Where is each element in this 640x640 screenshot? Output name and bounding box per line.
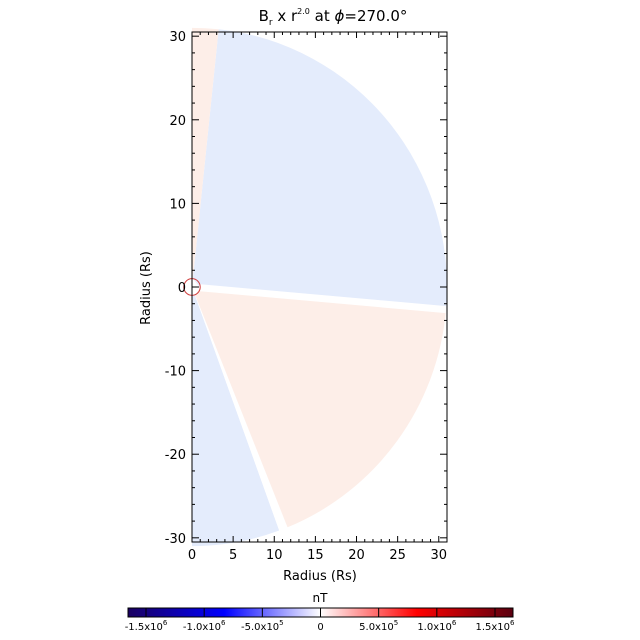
chart-title: Br x r2.0 at ϕ=270.0° <box>259 7 408 28</box>
colorbar-tick-label: -1.5x106 <box>125 619 168 633</box>
plot-area <box>183 27 448 547</box>
y-tick-label: 10 <box>169 197 186 212</box>
colorbar-tick-label: 5.0x105 <box>359 619 398 633</box>
x-tick-label: 15 <box>307 548 324 563</box>
current-sheet <box>199 284 447 314</box>
y-axis-label: Radius (Rs) <box>139 251 154 325</box>
region-polar-positive <box>192 27 219 279</box>
y-axis: 30 20 10 0 -10 -20 -30 <box>165 30 447 547</box>
x-tick-label: 20 <box>348 548 365 563</box>
y-tick-label: -20 <box>165 448 186 463</box>
region-south-negative <box>192 294 280 547</box>
y-tick-label: 0 <box>178 281 186 296</box>
colorbar-tick-label: -5.0x105 <box>241 619 284 633</box>
colorbar-tick-label: 1.0x106 <box>417 619 457 633</box>
y-tick-label: 30 <box>169 30 186 45</box>
region-south-gap <box>194 294 288 531</box>
y-tick-label: -10 <box>165 365 186 380</box>
colorbar-tick-label: -1.0x106 <box>183 619 226 633</box>
colorbar-label: nT <box>313 591 329 605</box>
x-tick-label: 25 <box>389 548 406 563</box>
colorbar-tick-label: 1.5x106 <box>475 619 515 633</box>
x-tick-label: 30 <box>431 548 448 563</box>
region-south-positive <box>195 287 447 528</box>
region-north-negative <box>192 29 448 310</box>
colorbar-ticks: -1.5x106 -1.0x106 -5.0x105 0 5.0x105 1.0x106 1… <box>125 608 515 633</box>
colorbar-tick-label: 0 <box>317 622 323 633</box>
x-tick-label: 5 <box>229 548 237 563</box>
y-tick-label: 20 <box>169 114 186 129</box>
x-tick-label: 10 <box>266 548 283 563</box>
y-tick-label: -30 <box>165 532 186 547</box>
x-tick-label: 0 <box>188 548 196 563</box>
x-axis: 0 5 10 15 20 25 30 <box>188 32 448 563</box>
x-axis-label: Radius (Rs) <box>283 569 357 584</box>
